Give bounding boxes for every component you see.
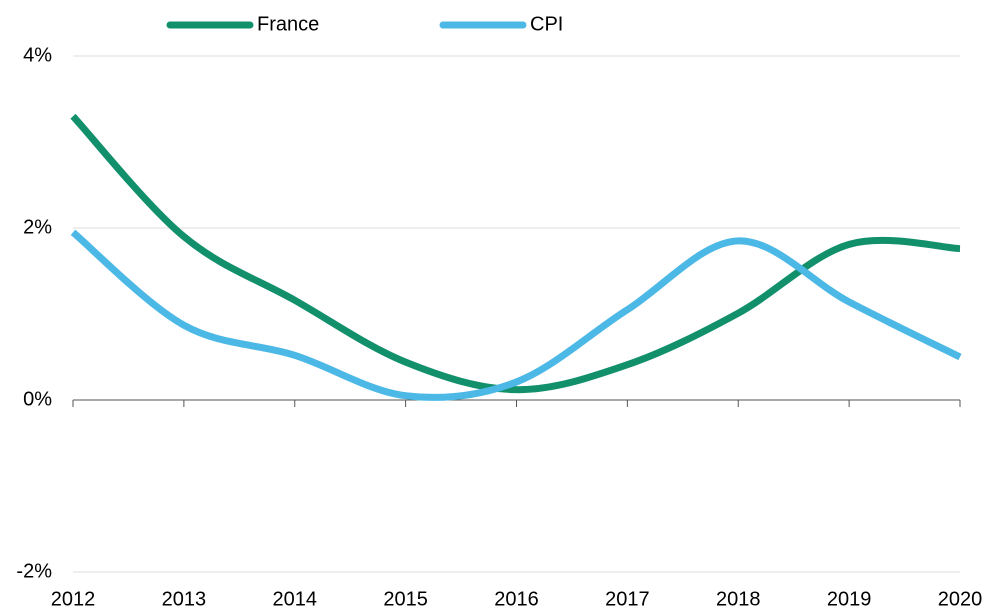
x-tick-label: 2013 [162, 588, 207, 610]
x-tick-label: 2014 [273, 588, 318, 610]
x-tick-label: 2019 [827, 588, 872, 610]
x-tick-label: 2017 [605, 588, 650, 610]
x-tick-label: 2018 [716, 588, 761, 610]
legend-label: France [257, 13, 319, 35]
x-tick-label: 2012 [51, 588, 96, 610]
legend-label: CPI [530, 13, 563, 35]
y-tick-label: -2% [16, 560, 52, 582]
y-tick-label: 0% [23, 388, 52, 410]
y-tick-label: 4% [23, 44, 52, 66]
x-tick-label: 2015 [383, 588, 428, 610]
series-line [70, 229, 962, 401]
x-tick-label: 2020 [938, 588, 983, 610]
x-tick-label: 2016 [494, 588, 539, 610]
y-tick-label: 2% [23, 216, 52, 238]
series-line [70, 113, 961, 394]
